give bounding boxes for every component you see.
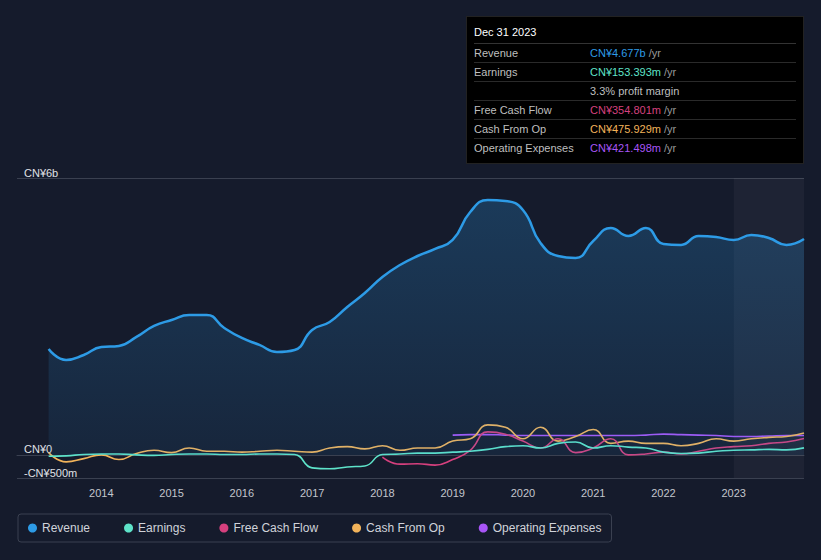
- html-text:CN¥153.393m /yr: CN¥153.393m /yr: [590, 66, 677, 78]
- svg-text:Cash From Op: Cash From Op: [366, 521, 445, 535]
- svg-text:2018: 2018: [370, 487, 394, 499]
- svg-text:2014: 2014: [89, 487, 113, 499]
- svg-text:Revenue: Revenue: [42, 521, 90, 535]
- svg-text:2023: 2023: [721, 487, 745, 499]
- html-text:Operating Expenses: Operating Expenses: [474, 142, 574, 154]
- svg-text:2019: 2019: [440, 487, 464, 499]
- html-text:Earnings: Earnings: [474, 66, 518, 78]
- html-text:CN¥421.498m /yr: CN¥421.498m /yr: [590, 142, 677, 154]
- svg-text:Earnings: Earnings: [138, 521, 185, 535]
- html-text:CN¥475.929m /yr: CN¥475.929m /yr: [590, 123, 677, 135]
- svg-text:2022: 2022: [651, 487, 675, 499]
- svg-text:Operating Expenses: Operating Expenses: [493, 521, 602, 535]
- svg-text:2016: 2016: [230, 487, 254, 499]
- html-text:CN¥354.801m /yr: CN¥354.801m /yr: [590, 104, 677, 116]
- svg-text:2015: 2015: [159, 487, 183, 499]
- svg-text:Free Cash Flow: Free Cash Flow: [233, 521, 318, 535]
- html-text:Cash From Op: Cash From Op: [474, 123, 547, 135]
- html-text:Revenue: Revenue: [474, 47, 518, 59]
- html-text:3.3% profit margin: 3.3% profit margin: [590, 85, 680, 97]
- svg-text:CN¥0: CN¥0: [24, 443, 52, 455]
- svg-text:CN¥6b: CN¥6b: [24, 167, 58, 179]
- html-text:Dec 31 2023: Dec 31 2023: [474, 26, 537, 38]
- html-text:Free Cash Flow: Free Cash Flow: [474, 104, 552, 116]
- svg-text:-CN¥500m: -CN¥500m: [24, 467, 77, 479]
- svg-text:2021: 2021: [581, 487, 605, 499]
- svg-text:2017: 2017: [300, 487, 324, 499]
- html-text:CN¥4.677b /yr: CN¥4.677b /yr: [590, 47, 661, 59]
- svg-text:2020: 2020: [511, 487, 535, 499]
